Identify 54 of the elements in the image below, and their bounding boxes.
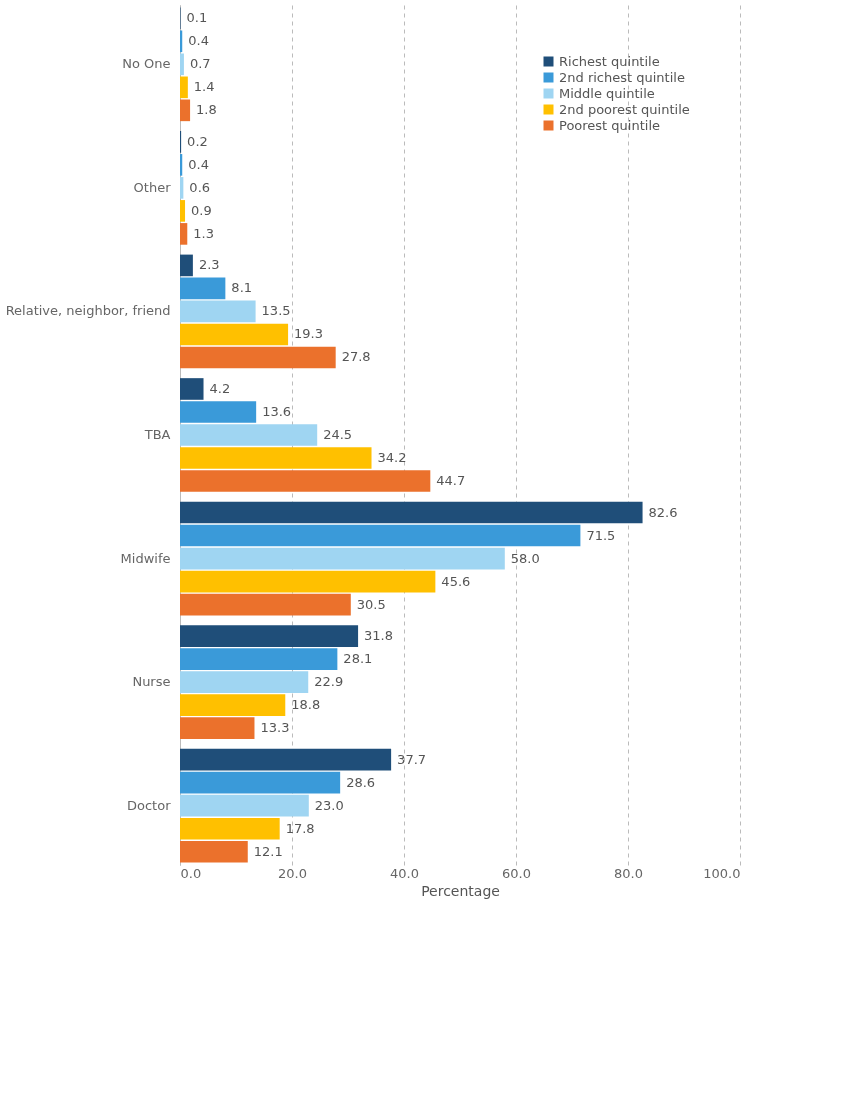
- data-label: 22.9: [314, 674, 344, 690]
- data-label: 0.6: [189, 179, 211, 195]
- x-axis-title: Percentage: [421, 882, 500, 899]
- data-label: 27.8: [341, 349, 371, 365]
- data-label: 0.4: [188, 156, 209, 172]
- data-label: 19.3: [294, 326, 324, 342]
- data-label: 2.3: [198, 257, 220, 273]
- data-label: 4.2: [209, 380, 231, 396]
- legend-label: Poorest quintile: [559, 117, 661, 133]
- data-label: 37.7: [397, 751, 427, 767]
- data-label: 28.1: [343, 651, 373, 667]
- data-label: 0.2: [187, 133, 208, 149]
- y-tick-label: Relative, neighbor, friend: [5, 303, 171, 319]
- x-tick-label: 60.0: [502, 865, 531, 881]
- y-tick-label: Other: [133, 179, 172, 195]
- y-tick-label: Nurse: [132, 674, 171, 690]
- data-label: 24.5: [323, 427, 353, 442]
- data-label: 13.5: [261, 303, 291, 319]
- legend-label: 2nd poorest quintile: [559, 101, 690, 117]
- legend-label: Richest quintile: [559, 53, 660, 69]
- data-label: 1.3: [193, 225, 214, 241]
- data-label: 31.8: [364, 628, 394, 644]
- y-tick-label: No One: [122, 56, 171, 72]
- data-label: 1.4: [193, 79, 215, 95]
- data-label: 30.5: [356, 596, 386, 612]
- data-label: 44.7: [436, 473, 466, 489]
- data-label: 23.0: [314, 797, 344, 813]
- x-tick-label: 0.0: [180, 865, 202, 881]
- data-label: 71.5: [586, 527, 616, 543]
- data-label: 0.4: [188, 33, 209, 49]
- x-tick-label: 100.0: [703, 865, 741, 881]
- data-label: 12.1: [253, 843, 283, 859]
- data-label: 17.8: [285, 820, 315, 836]
- data-label: 58.0: [510, 550, 540, 566]
- legend-label: 2nd richest quintile: [559, 69, 685, 85]
- data-label: 45.6: [441, 573, 471, 589]
- data-label: 8.1: [231, 280, 253, 296]
- legend-label: Middle quintile: [559, 85, 655, 101]
- x-tick-label: 80.0: [614, 865, 643, 881]
- data-label: 0.9: [191, 202, 212, 218]
- data-label: 0.7: [189, 56, 211, 72]
- data-label: 13.3: [260, 720, 290, 736]
- x-tick-label: 20.0: [278, 865, 307, 881]
- data-label: 13.6: [262, 403, 292, 419]
- data-label: 18.8: [291, 697, 321, 713]
- y-tick-label: Midwife: [120, 550, 171, 566]
- data-label: 1.8: [196, 102, 217, 118]
- data-label: 0.1: [186, 10, 208, 26]
- y-tick-label: TBA: [143, 427, 171, 442]
- x-tick-label: 40.0: [390, 865, 419, 881]
- data-label: 82.6: [648, 504, 678, 520]
- y-tick-label: Doctor: [126, 797, 172, 813]
- data-label: 28.6: [346, 774, 376, 790]
- data-label: 34.2: [377, 450, 407, 466]
